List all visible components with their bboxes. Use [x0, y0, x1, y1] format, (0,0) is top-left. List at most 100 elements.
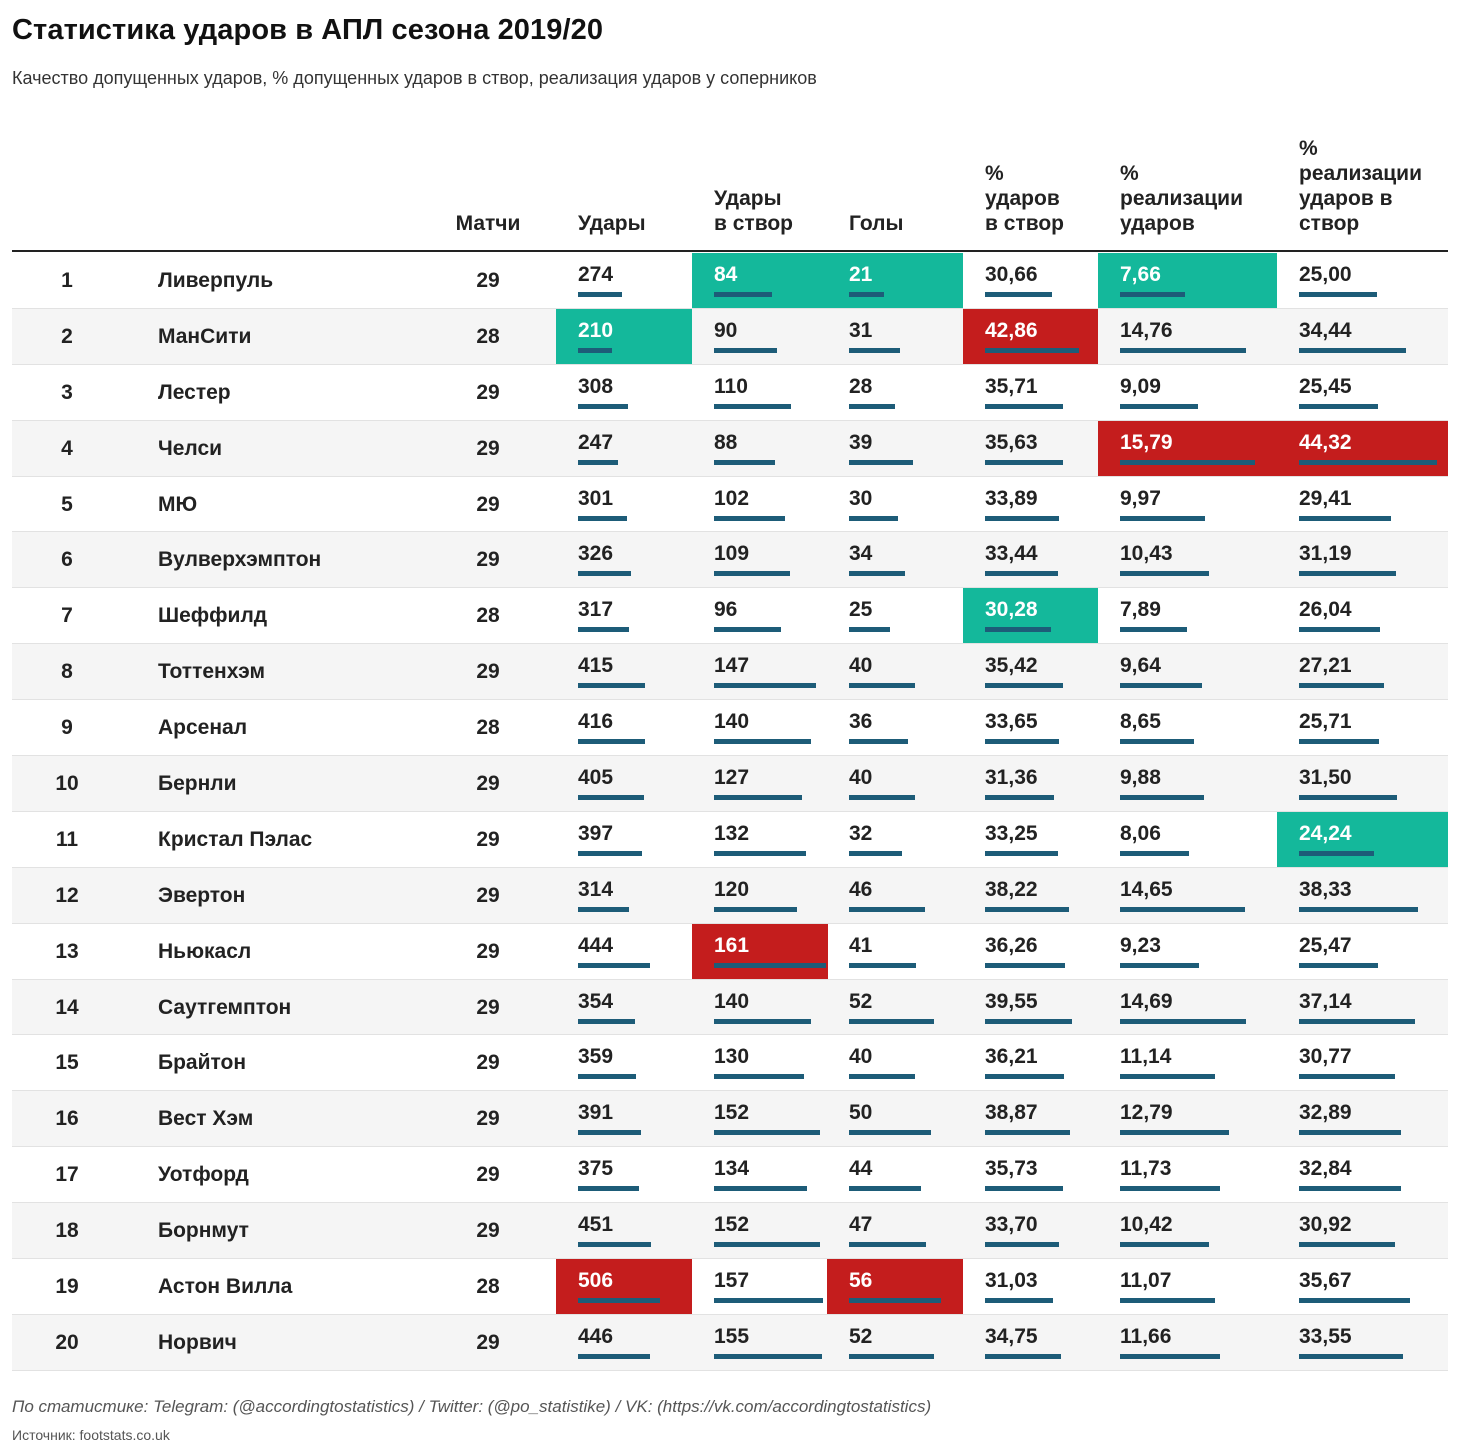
metric-cell: 506 — [556, 1259, 692, 1314]
metric-cell: 375 — [556, 1147, 692, 1202]
metric-bar — [578, 1298, 660, 1304]
metric-value: 405 — [578, 766, 614, 790]
metric-value: 301 — [578, 486, 614, 510]
rank-label: 1 — [61, 269, 73, 292]
metric-value: 14,69 — [1120, 989, 1173, 1013]
metric-cell: 36,21 — [963, 1035, 1098, 1090]
games-cell: 29 — [448, 1147, 528, 1202]
rank-cell: 12 — [12, 868, 122, 923]
team-name: Норвич — [158, 1330, 237, 1354]
metric-value: 41 — [849, 933, 873, 957]
metric-cell: 155 — [692, 1315, 828, 1370]
metric-bar — [1120, 292, 1185, 297]
metric-bar — [1299, 1186, 1401, 1192]
metric-bar — [578, 962, 650, 968]
metric-cell: 32,84 — [1277, 1147, 1448, 1202]
metric-value: 147 — [714, 654, 750, 678]
metric-bar — [985, 459, 1063, 465]
metric-bar — [578, 1130, 641, 1136]
team-name: Бернли — [158, 772, 237, 796]
metric-value: 152 — [714, 1213, 750, 1237]
table-row: 9 Арсенал 28 416 140 36 33,65 8,65 25,71 — [12, 700, 1448, 757]
metric-bar — [1120, 683, 1202, 689]
table-row: 14 Саутгемптон 29 354 140 52 39,55 14,69 37,14 — [12, 979, 1448, 1036]
metric-bar — [985, 571, 1058, 577]
metric-value: 444 — [578, 933, 614, 957]
metric-cell: 44,32 — [1277, 420, 1448, 476]
metric-value: 30,92 — [1299, 1213, 1352, 1237]
metric-value: 38,33 — [1299, 877, 1352, 901]
table-row: 1 Ливерпуль 29 274 84 21 30,66 7,66 25,00 — [12, 253, 1448, 309]
metric-cell: 30 — [827, 477, 963, 532]
metric-value: 42,86 — [985, 318, 1038, 342]
metric-cell: 134 — [692, 1147, 828, 1202]
metric-cell: 26,04 — [1277, 588, 1448, 643]
games-cell: 29 — [448, 924, 528, 979]
metric-cell: 274 — [556, 253, 692, 308]
stats-table: 1 Ливерпуль 29 274 84 21 30,66 7,66 25,00 2 МанСит… — [12, 253, 1448, 1371]
metric-value: 46 — [849, 877, 873, 901]
metric-bar — [714, 403, 791, 409]
metric-value: 317 — [578, 598, 614, 622]
rank-label: 4 — [61, 436, 73, 460]
games-value: 28 — [476, 716, 500, 740]
metric-bar — [1299, 403, 1378, 409]
team-cell: Шеффилд — [158, 588, 448, 643]
rank-cell: 1 — [12, 253, 122, 308]
metric-value: 25,45 — [1299, 374, 1352, 398]
metric-cell: 31,36 — [963, 756, 1098, 811]
footer-data-source: Источник: footstats.co.uk — [12, 1427, 170, 1443]
metric-cell: 31,19 — [1277, 532, 1448, 587]
team-cell: Лестер — [158, 365, 448, 420]
metric-bar — [714, 1018, 811, 1024]
metric-bar — [1120, 1018, 1246, 1024]
metric-cell: 34 — [827, 532, 963, 587]
metric-value: 29,41 — [1299, 486, 1352, 510]
metric-value: 35,71 — [985, 374, 1038, 398]
metric-cell: 46 — [827, 868, 963, 923]
metric-value: 446 — [578, 1324, 614, 1348]
games-value: 29 — [476, 1107, 500, 1131]
metric-bar — [849, 292, 884, 297]
metric-value: 31 — [849, 318, 873, 342]
metric-bar — [714, 739, 811, 745]
rank-label: 2 — [61, 324, 73, 348]
metric-bar — [849, 459, 913, 465]
metric-bar — [578, 515, 627, 521]
metric-bar — [714, 906, 797, 912]
table-row: 7 Шеффилд 28 317 96 25 30,28 7,89 26,04 — [12, 588, 1448, 645]
games-value: 29 — [476, 995, 500, 1019]
metric-cell: 7,66 — [1098, 253, 1277, 308]
rank-cell: 11 — [12, 812, 122, 867]
metric-bar — [578, 292, 622, 297]
metric-value: 47 — [849, 1213, 873, 1237]
metric-cell: 10,43 — [1098, 532, 1277, 587]
games-cell: 29 — [448, 421, 528, 476]
metric-cell: 42,86 — [963, 308, 1098, 364]
metric-bar — [714, 627, 781, 633]
metric-bar — [714, 962, 826, 968]
metric-cell: 38,87 — [963, 1091, 1098, 1146]
team-name: Челси — [158, 436, 223, 460]
metric-bar — [578, 1242, 651, 1248]
metric-bar — [1299, 571, 1396, 577]
metric-value: 30,77 — [1299, 1045, 1352, 1069]
metric-bar — [849, 1018, 934, 1024]
rank-cell: 10 — [12, 756, 122, 811]
team-cell: Брайтон — [158, 1035, 448, 1090]
metric-cell: 8,06 — [1098, 812, 1277, 867]
metric-value: 110 — [714, 374, 748, 398]
metric-value: 44,32 — [1299, 430, 1352, 454]
rank-label: 10 — [55, 772, 79, 796]
team-cell: Кристал Пэлас — [158, 812, 448, 867]
rank-label: 18 — [55, 1219, 79, 1243]
metric-value: 451 — [578, 1213, 614, 1237]
rank-cell: 19 — [12, 1259, 122, 1314]
rank-label: 6 — [61, 548, 73, 572]
metric-value: 8,06 — [1120, 821, 1161, 845]
team-name: Брайтон — [158, 1051, 247, 1075]
table-row: 13 Ньюкасл 29 444 161 41 36,26 9,23 25,47 — [12, 923, 1448, 980]
team-cell: Тоттенхэм — [158, 644, 448, 699]
rank-cell: 8 — [12, 644, 122, 699]
metric-value: 15,79 — [1120, 430, 1173, 454]
